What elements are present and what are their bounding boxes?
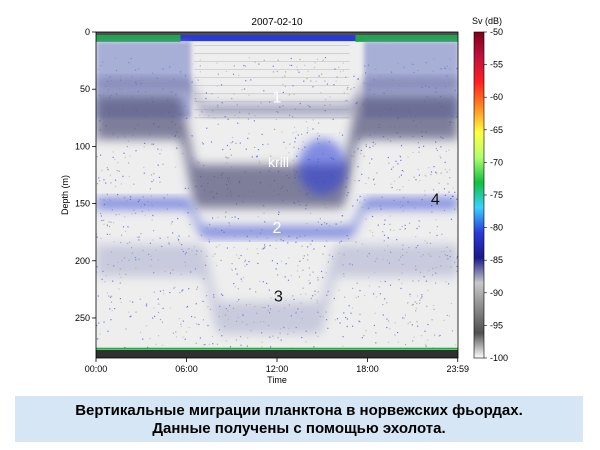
plot-area: 1 krill 2 3 4: [95, 31, 459, 359]
krill-highlight: [298, 138, 347, 195]
x-tick-label: 06:00: [175, 364, 198, 374]
daytime-upper-zone: [194, 45, 350, 119]
annotation-4: 4: [431, 191, 440, 208]
colorbar-tick-label: -60: [490, 92, 503, 102]
y-tick-label: 250: [75, 313, 90, 323]
colorbar-tick-label: -70: [490, 157, 503, 167]
caption-line-2: Данные получены с помощью эхолота.: [152, 420, 446, 437]
colorbar-tick-label: -85: [490, 255, 503, 265]
colorbar-tick-label: -95: [490, 320, 503, 330]
y-tick-label: 200: [75, 256, 90, 266]
layer-3: [96, 244, 458, 334]
colorbar-tick-label: -75: [490, 190, 503, 200]
colorbar-tick-label: -50: [490, 27, 503, 37]
x-axis-label: Time: [267, 375, 287, 385]
chart-title: 2007-02-10: [251, 17, 303, 28]
layer-krill: [96, 96, 458, 209]
colorbar: Sv (dB)-50 -55 -60 -65 -70 -75 -80 -85 -90 -95 -10…: [472, 16, 508, 363]
colorbar-gradient: [473, 31, 485, 359]
surface-band: [96, 32, 458, 42]
x-tick-label: 12:00: [266, 364, 289, 374]
colorbar-label: Sv (dB): [472, 16, 502, 26]
echogram-image: [96, 32, 458, 358]
axes: 0 50 100 150 200 250 00:00 06:00 12:00 18:00 23:59…: [60, 27, 469, 385]
caption-line-1: Вертикальные миграции планктона в норвеж…: [75, 402, 523, 419]
colorbar-tick-label: -100: [490, 353, 508, 363]
colorbar-tick-label: -55: [490, 60, 503, 70]
y-tick-label: 50: [80, 84, 90, 94]
annotation-krill: krill: [268, 154, 289, 170]
colorbar-tick-label: -80: [490, 223, 503, 233]
colorbar-tick-label: -65: [490, 125, 503, 135]
annotation-2: 2: [273, 220, 282, 237]
caption-box: Вертикальные миграции планктона в норвеж…: [15, 396, 583, 442]
seafloor-band: [96, 347, 458, 358]
layer-2: [96, 197, 458, 238]
y-axis-label: Depth (m): [60, 175, 70, 215]
echogram-svg: 2007-02-10 1 krill 2 3 4 0 50 100 150 200 250 00:0…: [60, 16, 508, 385]
x-tick-label: 18:00: [356, 364, 379, 374]
y-tick-label: 0: [85, 27, 90, 37]
colorbar-tick-label: -90: [490, 288, 503, 298]
annotation-1: 1: [273, 90, 282, 107]
x-tick-label: 23:59: [446, 364, 469, 374]
x-tick-label: 00:00: [85, 364, 108, 374]
y-tick-label: 100: [75, 141, 90, 151]
y-tick-label: 150: [75, 199, 90, 209]
layer-1: [96, 77, 458, 116]
annotation-3: 3: [274, 289, 283, 306]
